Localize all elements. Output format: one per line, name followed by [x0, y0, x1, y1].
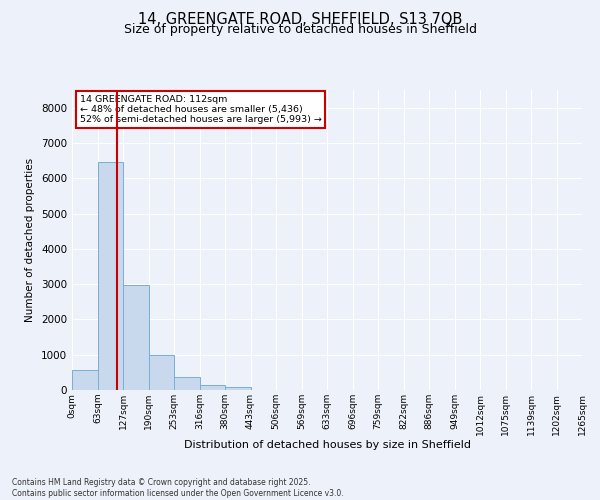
Text: Contains HM Land Registry data © Crown copyright and database right 2025.
Contai: Contains HM Land Registry data © Crown c… [12, 478, 344, 498]
X-axis label: Distribution of detached houses by size in Sheffield: Distribution of detached houses by size … [184, 440, 470, 450]
Bar [199, 384, 225, 390]
Bar [123, 285, 149, 390]
Bar [174, 378, 199, 390]
Bar [225, 386, 251, 390]
Y-axis label: Number of detached properties: Number of detached properties [25, 158, 35, 322]
Bar [149, 354, 174, 390]
Text: Size of property relative to detached houses in Sheffield: Size of property relative to detached ho… [124, 22, 476, 36]
Bar [72, 370, 97, 390]
Text: 14 GREENGATE ROAD: 112sqm
← 48% of detached houses are smaller (5,436)
52% of se: 14 GREENGATE ROAD: 112sqm ← 48% of detac… [80, 94, 322, 124]
Bar [97, 162, 123, 390]
Text: 14, GREENGATE ROAD, SHEFFIELD, S13 7QB: 14, GREENGATE ROAD, SHEFFIELD, S13 7QB [138, 12, 462, 28]
